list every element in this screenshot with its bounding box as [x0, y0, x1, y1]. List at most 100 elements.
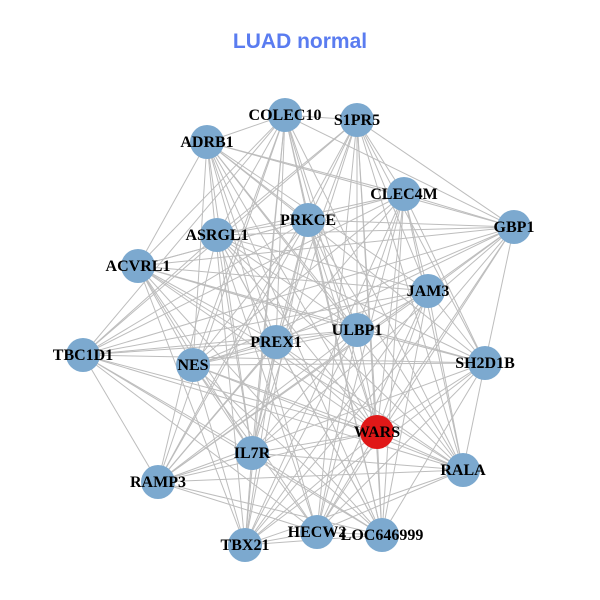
- edge-ULBP1-TBX21: [244, 329, 358, 546]
- node-label-RAMP3: RAMP3: [130, 474, 186, 491]
- node-RAMP3: [141, 465, 175, 499]
- node-label-ASRGL1: ASRGL1: [185, 227, 248, 244]
- node-label-WARS: WARS: [354, 424, 400, 441]
- edge-ADRB1-ACVRL1: [137, 141, 208, 267]
- node-ACVRL1: [121, 249, 155, 283]
- edge-CLEC4M-RALA: [403, 193, 464, 471]
- edge-TBC1D1-RALA: [82, 354, 464, 471]
- edge-GBP1-PRKCE: [307, 219, 515, 228]
- edge-ADRB1-SH2D1B: [206, 141, 486, 364]
- labels-layer: WARS COLEC10 S1PR5 ADRB1 CLEC4M GBP1 PRKCE ASRG…: [53, 107, 535, 554]
- edge-JAM3-NES: [192, 290, 429, 366]
- edge-WARS-IL7R: [251, 431, 378, 454]
- node-label-PRKCE: PRKCE: [280, 212, 336, 229]
- edge-COLEC10-NES: [192, 114, 286, 366]
- node-GBP1: [497, 210, 531, 244]
- edge-PREX1-TBC1D1: [82, 341, 277, 356]
- node-label-IL7R: IL7R: [234, 445, 271, 462]
- edge-ACVRL1-PREX1: [137, 265, 277, 343]
- edge-ULBP1-RAMP3: [157, 329, 358, 483]
- edge-TBC1D1-SH2D1B: [82, 354, 486, 364]
- edge-ULBP1-SH2D1B: [356, 329, 486, 364]
- edge-ADRB1-RALA: [206, 141, 464, 471]
- edge-WARS-NES: [192, 364, 378, 433]
- edge-S1PR5-GBP1: [356, 119, 515, 228]
- edge-SH2D1B-RALA: [462, 362, 486, 471]
- edge-PRKCE-LOC646999: [307, 219, 383, 536]
- edge-PRKCE-TBC1D1: [82, 219, 309, 356]
- edge-NES-RALA: [192, 364, 464, 471]
- edge-ASRGL1-RALA: [216, 234, 464, 471]
- node-label-JAM3: JAM3: [407, 283, 450, 300]
- edge-PRKCE-RAMP3: [157, 219, 309, 483]
- edge-RAMP3-LOC646999: [157, 481, 383, 536]
- edge-TBC1D1-LOC646999: [82, 354, 383, 536]
- edge-CLEC4M-TBC1D1: [82, 193, 405, 356]
- edge-COLEC10-RALA: [284, 114, 464, 471]
- edge-CLEC4M-TBX21: [244, 193, 405, 546]
- node-label-COLEC10: COLEC10: [249, 107, 322, 124]
- edge-GBP1-ACVRL1: [137, 226, 515, 267]
- edge-GBP1-TBC1D1: [82, 226, 515, 356]
- node-PRKCE: [291, 203, 325, 237]
- edge-JAM3-RAMP3: [157, 290, 429, 483]
- node-label-HECW2: HECW2: [288, 524, 347, 541]
- edge-S1PR5-SH2D1B: [356, 119, 486, 364]
- edge-WARS-SH2D1B: [376, 362, 486, 433]
- edge-S1PR5-RALA: [356, 119, 464, 471]
- edge-WARS-ULBP1: [356, 329, 378, 433]
- edge-SH2D1B-TBX21: [244, 362, 486, 546]
- edge-ADRB1-TBX21: [206, 141, 246, 546]
- edge-ASRGL1-ULBP1: [216, 234, 358, 331]
- edge-WARS-GBP1: [376, 226, 515, 433]
- edge-JAM3-HECW2: [316, 290, 429, 533]
- node-LOC646999: [365, 518, 399, 552]
- node-ADRB1: [190, 125, 224, 159]
- edge-GBP1-IL7R: [251, 226, 515, 454]
- edge-NES-IL7R: [192, 364, 253, 454]
- node-TBX21: [228, 528, 262, 562]
- node-label-GBP1: GBP1: [494, 219, 535, 236]
- edge-JAM3-TBC1D1: [82, 290, 429, 356]
- edge-WARS-ACVRL1: [137, 265, 378, 433]
- node-label-SH2D1B: SH2D1B: [455, 355, 515, 372]
- edge-ULBP1-IL7R: [251, 329, 358, 454]
- edge-CLEC4M-ULBP1: [356, 193, 405, 331]
- edge-GBP1-ASRGL1: [216, 226, 515, 236]
- edge-RALA-TBX21: [244, 469, 464, 546]
- edge-PREX1-IL7R: [251, 341, 277, 454]
- node-label-PREX1: PREX1: [250, 334, 302, 351]
- edge-GBP1-PREX1: [275, 226, 515, 343]
- edge-COLEC10-PREX1: [275, 114, 286, 343]
- nodes-layer: [66, 98, 531, 562]
- edge-CLEC4M-LOC646999: [381, 193, 405, 536]
- edge-ACVRL1-JAM3: [137, 265, 429, 292]
- edge-ASRGL1-JAM3: [216, 234, 429, 292]
- edge-TBC1D1-IL7R: [82, 354, 253, 454]
- edge-ULBP1-TBC1D1: [82, 329, 358, 356]
- node-label-ADRB1: ADRB1: [180, 134, 233, 151]
- edge-COLEC10-ASRGL1: [216, 114, 286, 236]
- edge-RALA-RAMP3: [157, 469, 464, 483]
- node-ULBP1: [340, 313, 374, 347]
- node-NES: [176, 348, 210, 382]
- edge-CLEC4M-GBP1: [403, 193, 515, 228]
- edge-ASRGL1-TBC1D1: [82, 234, 218, 356]
- edge-ACVRL1-LOC646999: [137, 265, 383, 536]
- node-label-ULBP1: ULBP1: [332, 322, 383, 339]
- edge-ASRGL1-IL7R: [216, 234, 253, 454]
- edge-RAMP3-HECW2: [157, 481, 318, 533]
- edge-SH2D1B-RAMP3: [157, 362, 486, 483]
- edge-GBP1-NES: [192, 226, 515, 366]
- node-COLEC10: [268, 98, 302, 132]
- node-S1PR5: [340, 103, 374, 137]
- edge-S1PR5-PRKCE: [307, 119, 358, 221]
- edge-JAM3-TBX21: [244, 290, 429, 546]
- edge-RALA-IL7R: [251, 452, 464, 471]
- node-PREX1: [259, 325, 293, 359]
- edge-SH2D1B-LOC646999: [381, 362, 486, 536]
- edge-TBC1D1-RAMP3: [82, 354, 159, 483]
- node-WARS: [360, 415, 394, 449]
